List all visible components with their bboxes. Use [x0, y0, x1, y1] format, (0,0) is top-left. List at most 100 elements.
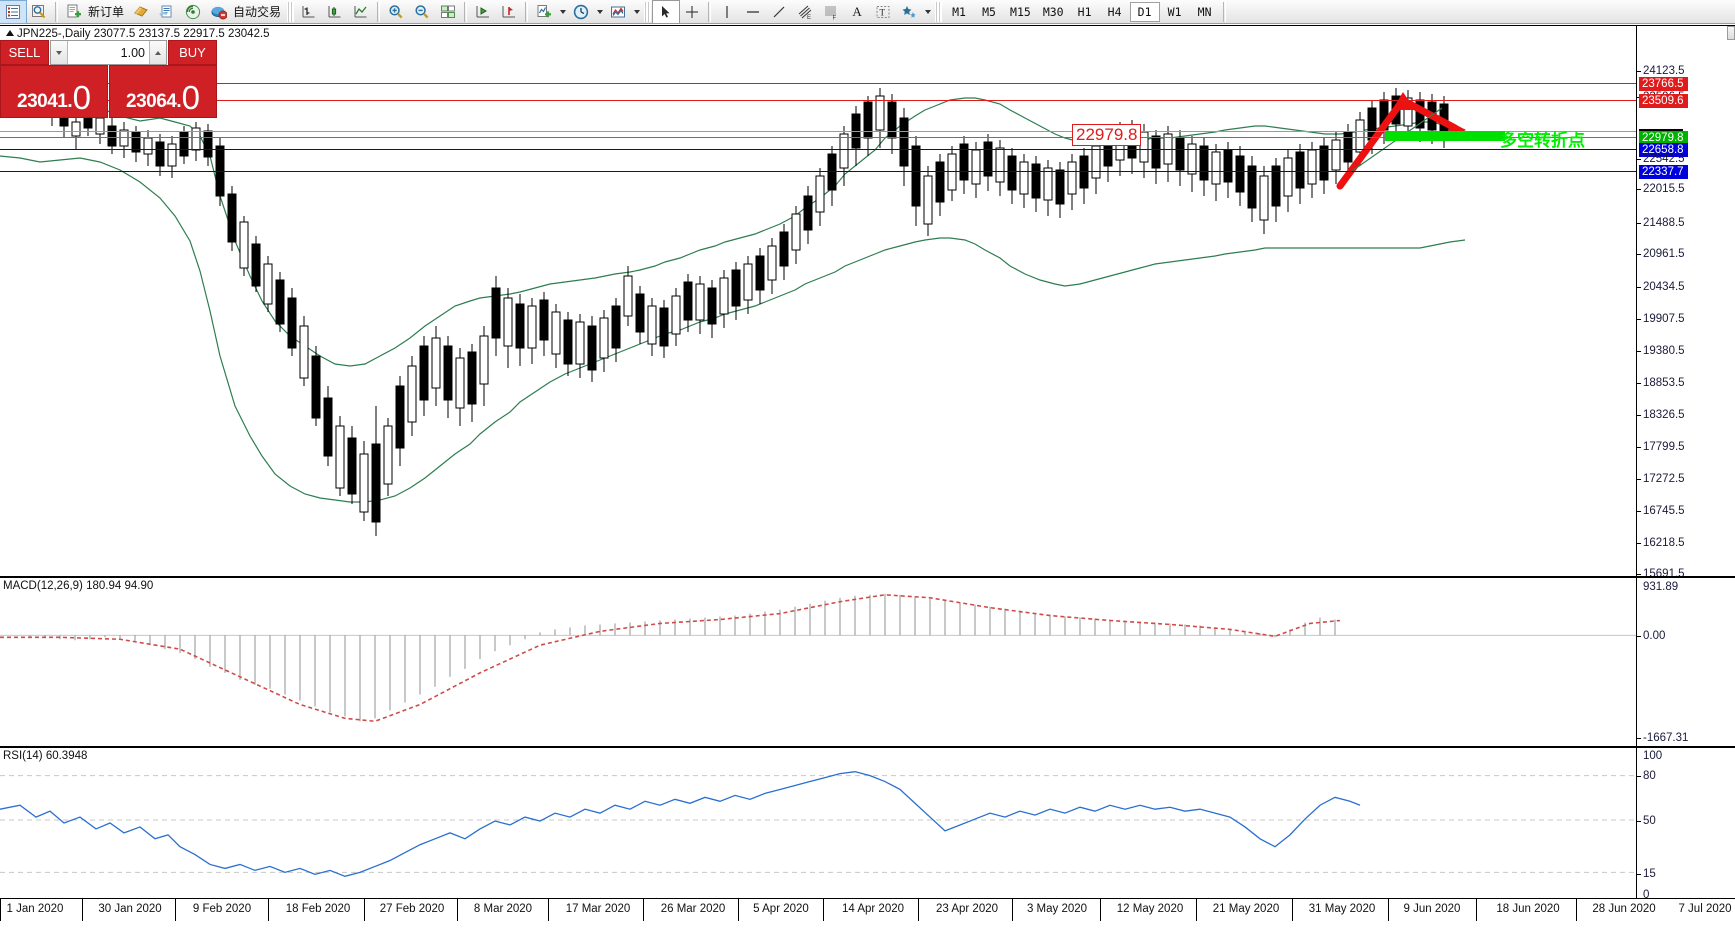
vertical-scrollbar-nub[interactable]: [1727, 26, 1735, 40]
price-chip-22979[interactable]: 22979.8: [1639, 131, 1688, 145]
grey-level-line-23069[interactable]: [0, 131, 1636, 132]
text-label-icon[interactable]: T: [870, 1, 896, 23]
fibonacci-icon[interactable]: F: [818, 1, 844, 23]
indicators-chevron-down-icon[interactable]: [557, 1, 568, 23]
price-tick-17272: 17272.5: [1643, 473, 1685, 485]
toolbar-separator-5: [708, 1, 712, 22]
sell-button[interactable]: SELL: [0, 40, 49, 65]
cursor-icon[interactable]: [652, 0, 681, 24]
turning-point-annotation[interactable]: 多空转折点: [1500, 131, 1585, 151]
timeframe-m1[interactable]: M1: [952, 4, 966, 19]
zoom-in-icon[interactable]: [383, 1, 409, 23]
one-click-trading-panel[interactable]: SELL 1.00 BUY 23041. 0 23064. 0: [0, 40, 217, 118]
toolbar-separator: [55, 1, 58, 22]
volume-increase-button[interactable]: [149, 41, 166, 64]
support-line-22337-blue[interactable]: [0, 171, 1636, 172]
date-tick-3: 18 Feb 2020: [285, 903, 351, 915]
timeframe-m30[interactable]: M30: [1042, 4, 1064, 19]
svg-text:T: T: [880, 7, 886, 17]
toolbar-separator-2: [377, 1, 381, 22]
auto-scroll-icon[interactable]: [496, 1, 522, 23]
new-order-label[interactable]: 新订单: [88, 5, 125, 19]
templates-icon[interactable]: [605, 1, 631, 23]
collapse-triangle-icon[interactable]: [6, 30, 14, 36]
resistance-line-23509[interactable]: [0, 100, 1636, 101]
tile-windows-icon[interactable]: [435, 1, 461, 23]
rsi-axis[interactable]: 100 80 50 15 0: [1636, 748, 1735, 901]
signals-icon[interactable]: [180, 1, 206, 23]
zoom-out-icon[interactable]: [409, 1, 435, 23]
date-tick-7: 26 Mar 2020: [660, 903, 726, 915]
vertical-line-icon[interactable]: [714, 1, 740, 23]
timeframe-h4[interactable]: H4: [1107, 4, 1122, 19]
data-window-icon[interactable]: [26, 1, 52, 23]
timeframe-h1[interactable]: H1: [1077, 4, 1092, 19]
timeframe-m15[interactable]: M15: [1010, 4, 1031, 19]
indicators-icon[interactable]: [531, 1, 557, 23]
toolbar-grip[interactable]: [287, 1, 295, 22]
price-chip-23766[interactable]: 23766.5: [1639, 77, 1688, 91]
toolbar-grip-3[interactable]: [935, 1, 943, 22]
price-chip-23509[interactable]: 23509.6: [1639, 94, 1688, 108]
support-line-22979-green[interactable]: [0, 137, 1636, 138]
chart-window[interactable]: JPN225-,Daily 23077.5 23137.5 22917.5 23…: [0, 25, 1735, 921]
date-tick-13: 21 May 2020: [1212, 903, 1280, 915]
macd-label: MACD(12,26,9) 180.94 94.90: [3, 580, 154, 592]
horizontal-line-icon[interactable]: [740, 1, 766, 23]
text-icon[interactable]: A: [852, 3, 862, 19]
market-watch-icon[interactable]: [0, 0, 27, 24]
volume-input[interactable]: 1.00: [68, 41, 149, 64]
price-callout-22979[interactable]: 22979.8: [1072, 124, 1142, 146]
crosshair-icon[interactable]: [679, 1, 705, 23]
timeframe-mn[interactable]: MN: [1197, 4, 1212, 19]
support-line-22658-blue[interactable]: [0, 149, 1636, 150]
date-tick-18: 7 Jul 2020: [1678, 903, 1732, 915]
templates-chevron-down-icon[interactable]: [631, 1, 642, 23]
volume-decrease-button[interactable]: [51, 41, 68, 64]
macd-series-svg: [0, 593, 1636, 723]
equidistant-channel-icon[interactable]: E: [792, 1, 818, 23]
shapes-icon[interactable]: [896, 1, 922, 23]
price-chip-22337[interactable]: 22337.7: [1639, 165, 1688, 179]
macd-pane[interactable]: MACD(12,26,9) 180.94 94.90: [0, 576, 1735, 746]
green-highlight-bar[interactable]: [1385, 131, 1505, 141]
rsi-plot[interactable]: [0, 748, 1636, 899]
buy-price-box[interactable]: 23064. 0: [109, 65, 217, 118]
toolbar-grip-2[interactable]: [644, 1, 652, 22]
candle-group-mar: [263, 256, 453, 536]
timeframe-w1[interactable]: W1: [1167, 4, 1182, 19]
chart-shift-icon[interactable]: [470, 1, 496, 23]
sell-price-box[interactable]: 23041. 0: [0, 65, 108, 118]
resistance-line-23766[interactable]: [0, 83, 1636, 84]
macd-axis[interactable]: 931.89 0.00 -1667.31: [1636, 578, 1735, 746]
price-plot[interactable]: 22979.8 多空转折点: [0, 26, 1636, 576]
rsi-pane[interactable]: RSI(14) 60.3948 100 80 50 15 0: [0, 746, 1735, 901]
expert-advisors-icon[interactable]: [128, 1, 154, 23]
auto-trading-label[interactable]: 自动交易: [233, 5, 282, 19]
trendline-icon[interactable]: [766, 1, 792, 23]
periods-chevron-down-icon[interactable]: [594, 1, 605, 23]
shapes-chevron-down-icon[interactable]: [922, 1, 933, 23]
metaeditor-icon[interactable]: [154, 1, 180, 23]
price-pane[interactable]: JPN225-,Daily 23077.5 23137.5 22917.5 23…: [0, 26, 1735, 580]
date-tick-6: 17 Mar 2020: [565, 903, 631, 915]
volume-stepper[interactable]: 1.00: [50, 40, 167, 65]
new-order-icon[interactable]: [61, 1, 87, 23]
date-axis[interactable]: 1 Jan 2020 30 Jan 2020 9 Feb 2020 18 Feb…: [0, 898, 1735, 921]
periods-icon[interactable]: [568, 1, 594, 23]
timeframe-d1[interactable]: D1: [1129, 1, 1160, 22]
bar-chart-icon[interactable]: [296, 1, 322, 23]
auto-trading-icon[interactable]: [206, 1, 232, 23]
price-axis[interactable]: 24123.5 23766.5 23596.5 23509.6 22979.8 …: [1636, 26, 1735, 580]
candlestick-chart-icon[interactable]: [322, 1, 348, 23]
rsi-label: RSI(14) 60.3948: [3, 750, 88, 762]
main-toolbar: 新订单 自动交易: [0, 0, 1735, 24]
price-chip-22658[interactable]: 22658.8: [1639, 143, 1688, 157]
price-tick-24123: 24123.5: [1643, 65, 1685, 77]
macd-plot[interactable]: [0, 578, 1636, 746]
buy-button[interactable]: BUY: [168, 40, 217, 65]
timeframe-m5[interactable]: M5: [982, 4, 996, 19]
line-chart-icon[interactable]: [348, 1, 374, 23]
price-tick-16745: 16745.5: [1643, 505, 1685, 517]
